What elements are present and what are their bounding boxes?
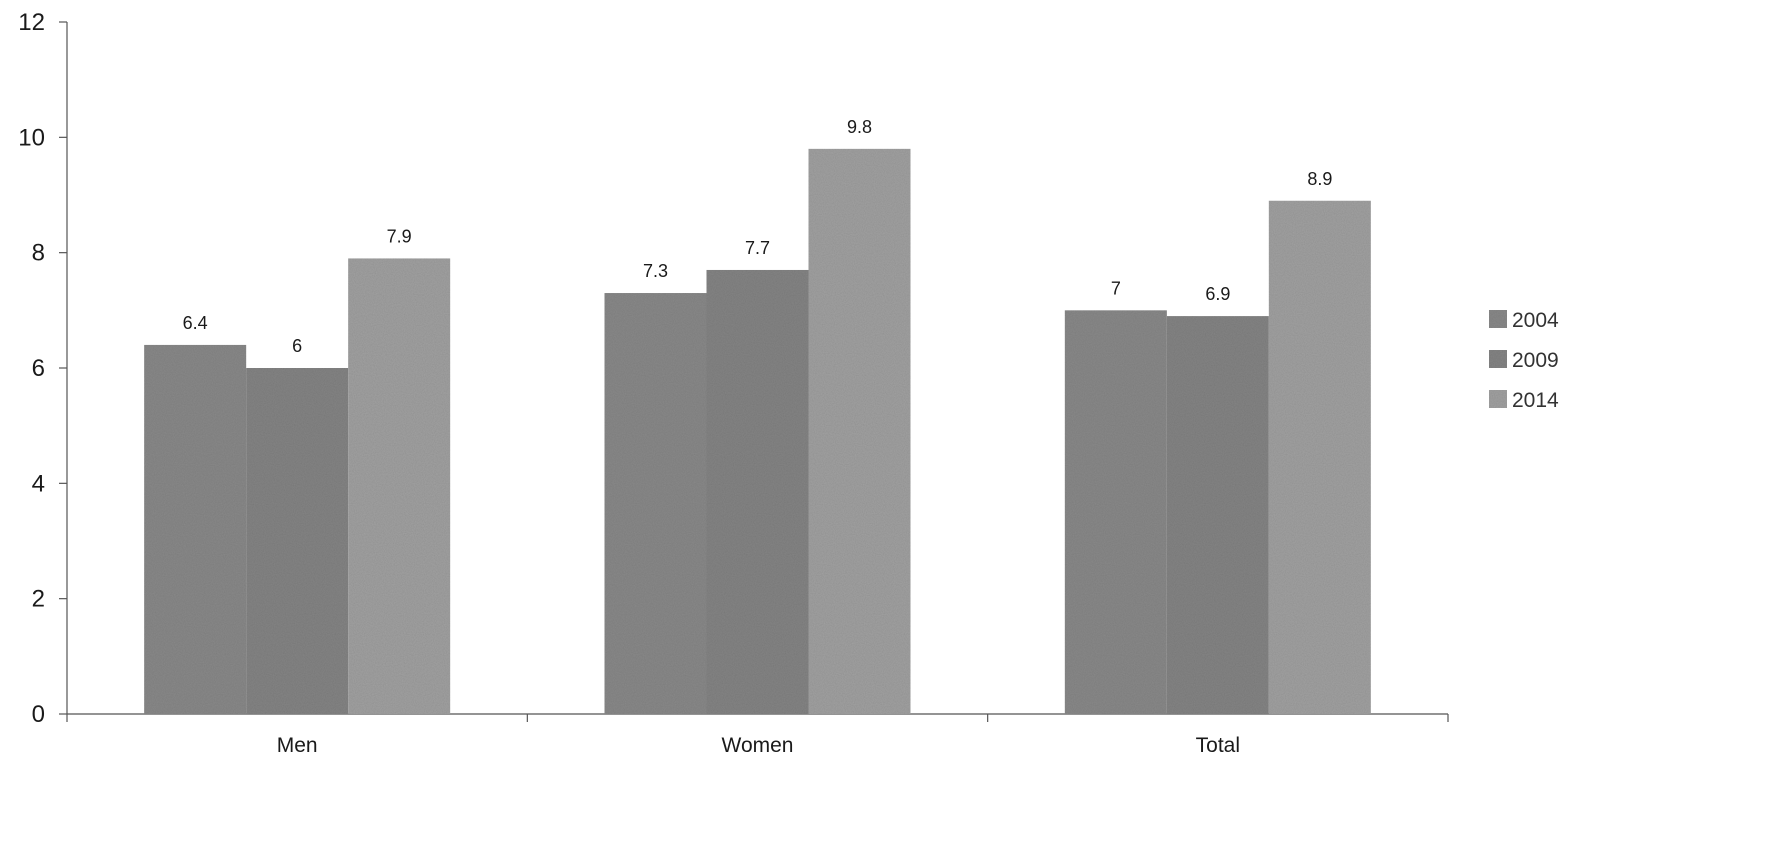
bar-women-2004 [604,293,707,714]
legend-label: 2009 [1512,349,1559,372]
y-tick-label: 8 [32,240,45,267]
data-label: 6 [292,336,302,356]
data-label: 7.9 [387,226,412,246]
y-tick-label: 4 [32,470,45,497]
bar-women-2009 [706,269,809,714]
bar-men-2014 [348,258,451,714]
bar-men-2009 [246,368,349,714]
data-label: 9.8 [847,117,872,137]
legend-swatch-2009 [1489,350,1507,368]
bar-total-2004 [1064,310,1167,714]
y-tick-label: 2 [32,586,45,613]
bars [144,148,1371,714]
bar-total-2014 [1268,200,1371,714]
x-axis-ticks: Men Women Total [277,734,1240,757]
legend-label: 2004 [1512,309,1559,332]
data-labels: 6.4 6 7.9 7.3 7.7 9.8 7 6.9 8.9 [183,117,1333,356]
legend-swatch-2004 [1489,310,1507,328]
data-label: 6.9 [1205,284,1230,304]
bar-women-2014 [808,148,911,714]
data-label: 7.3 [643,261,668,281]
legend-swatch-2014 [1489,390,1507,408]
legend-label: 2014 [1512,389,1559,412]
x-tick-label: Men [277,734,318,757]
y-tick-label: 6 [32,355,45,382]
data-label: 8.9 [1307,169,1332,189]
x-tick-label: Total [1196,734,1240,757]
bar-total-2009 [1166,316,1269,714]
legend: 2004 2009 2014 [1489,309,1559,412]
y-axis-ticks: 0 2 4 6 8 10 12 [18,9,67,728]
bar-men-2004 [144,344,247,714]
x-tick-label: Women [722,734,794,757]
data-label: 7 [1111,278,1121,298]
data-label: 7.7 [745,238,770,258]
data-label: 6.4 [183,313,208,333]
y-tick-label: 10 [18,124,45,151]
y-tick-label: 0 [32,701,45,728]
y-tick-label: 12 [18,9,45,36]
